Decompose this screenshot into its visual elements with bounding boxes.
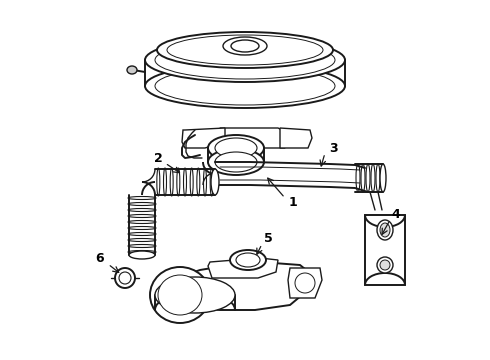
Text: 1: 1 [289, 197, 297, 210]
Ellipse shape [215, 152, 257, 172]
Ellipse shape [150, 267, 210, 323]
Ellipse shape [158, 275, 202, 315]
Text: 3: 3 [329, 141, 337, 154]
Ellipse shape [119, 272, 131, 284]
Ellipse shape [377, 220, 393, 240]
Polygon shape [280, 128, 312, 148]
Ellipse shape [223, 37, 267, 55]
Text: 4: 4 [392, 207, 400, 220]
Ellipse shape [295, 273, 315, 293]
Text: 5: 5 [264, 233, 272, 246]
Ellipse shape [115, 268, 135, 288]
Ellipse shape [145, 38, 345, 82]
Ellipse shape [380, 223, 390, 237]
Ellipse shape [380, 164, 386, 192]
Polygon shape [155, 262, 310, 310]
Ellipse shape [157, 32, 333, 68]
Text: 6: 6 [96, 252, 104, 265]
Ellipse shape [155, 67, 335, 105]
Ellipse shape [236, 253, 260, 267]
Ellipse shape [215, 138, 257, 158]
Ellipse shape [155, 277, 235, 313]
Ellipse shape [377, 257, 393, 273]
Polygon shape [208, 258, 278, 278]
Ellipse shape [231, 40, 259, 52]
Ellipse shape [208, 149, 264, 175]
Ellipse shape [230, 250, 266, 270]
Text: 2: 2 [154, 152, 162, 165]
Ellipse shape [211, 169, 219, 195]
Ellipse shape [127, 66, 137, 74]
Ellipse shape [208, 135, 264, 161]
Polygon shape [365, 215, 405, 285]
Ellipse shape [145, 64, 345, 108]
Ellipse shape [167, 35, 323, 65]
Polygon shape [288, 268, 322, 298]
Polygon shape [182, 128, 225, 148]
Ellipse shape [129, 251, 155, 259]
Ellipse shape [155, 41, 335, 79]
Ellipse shape [380, 260, 390, 270]
Polygon shape [220, 128, 285, 148]
